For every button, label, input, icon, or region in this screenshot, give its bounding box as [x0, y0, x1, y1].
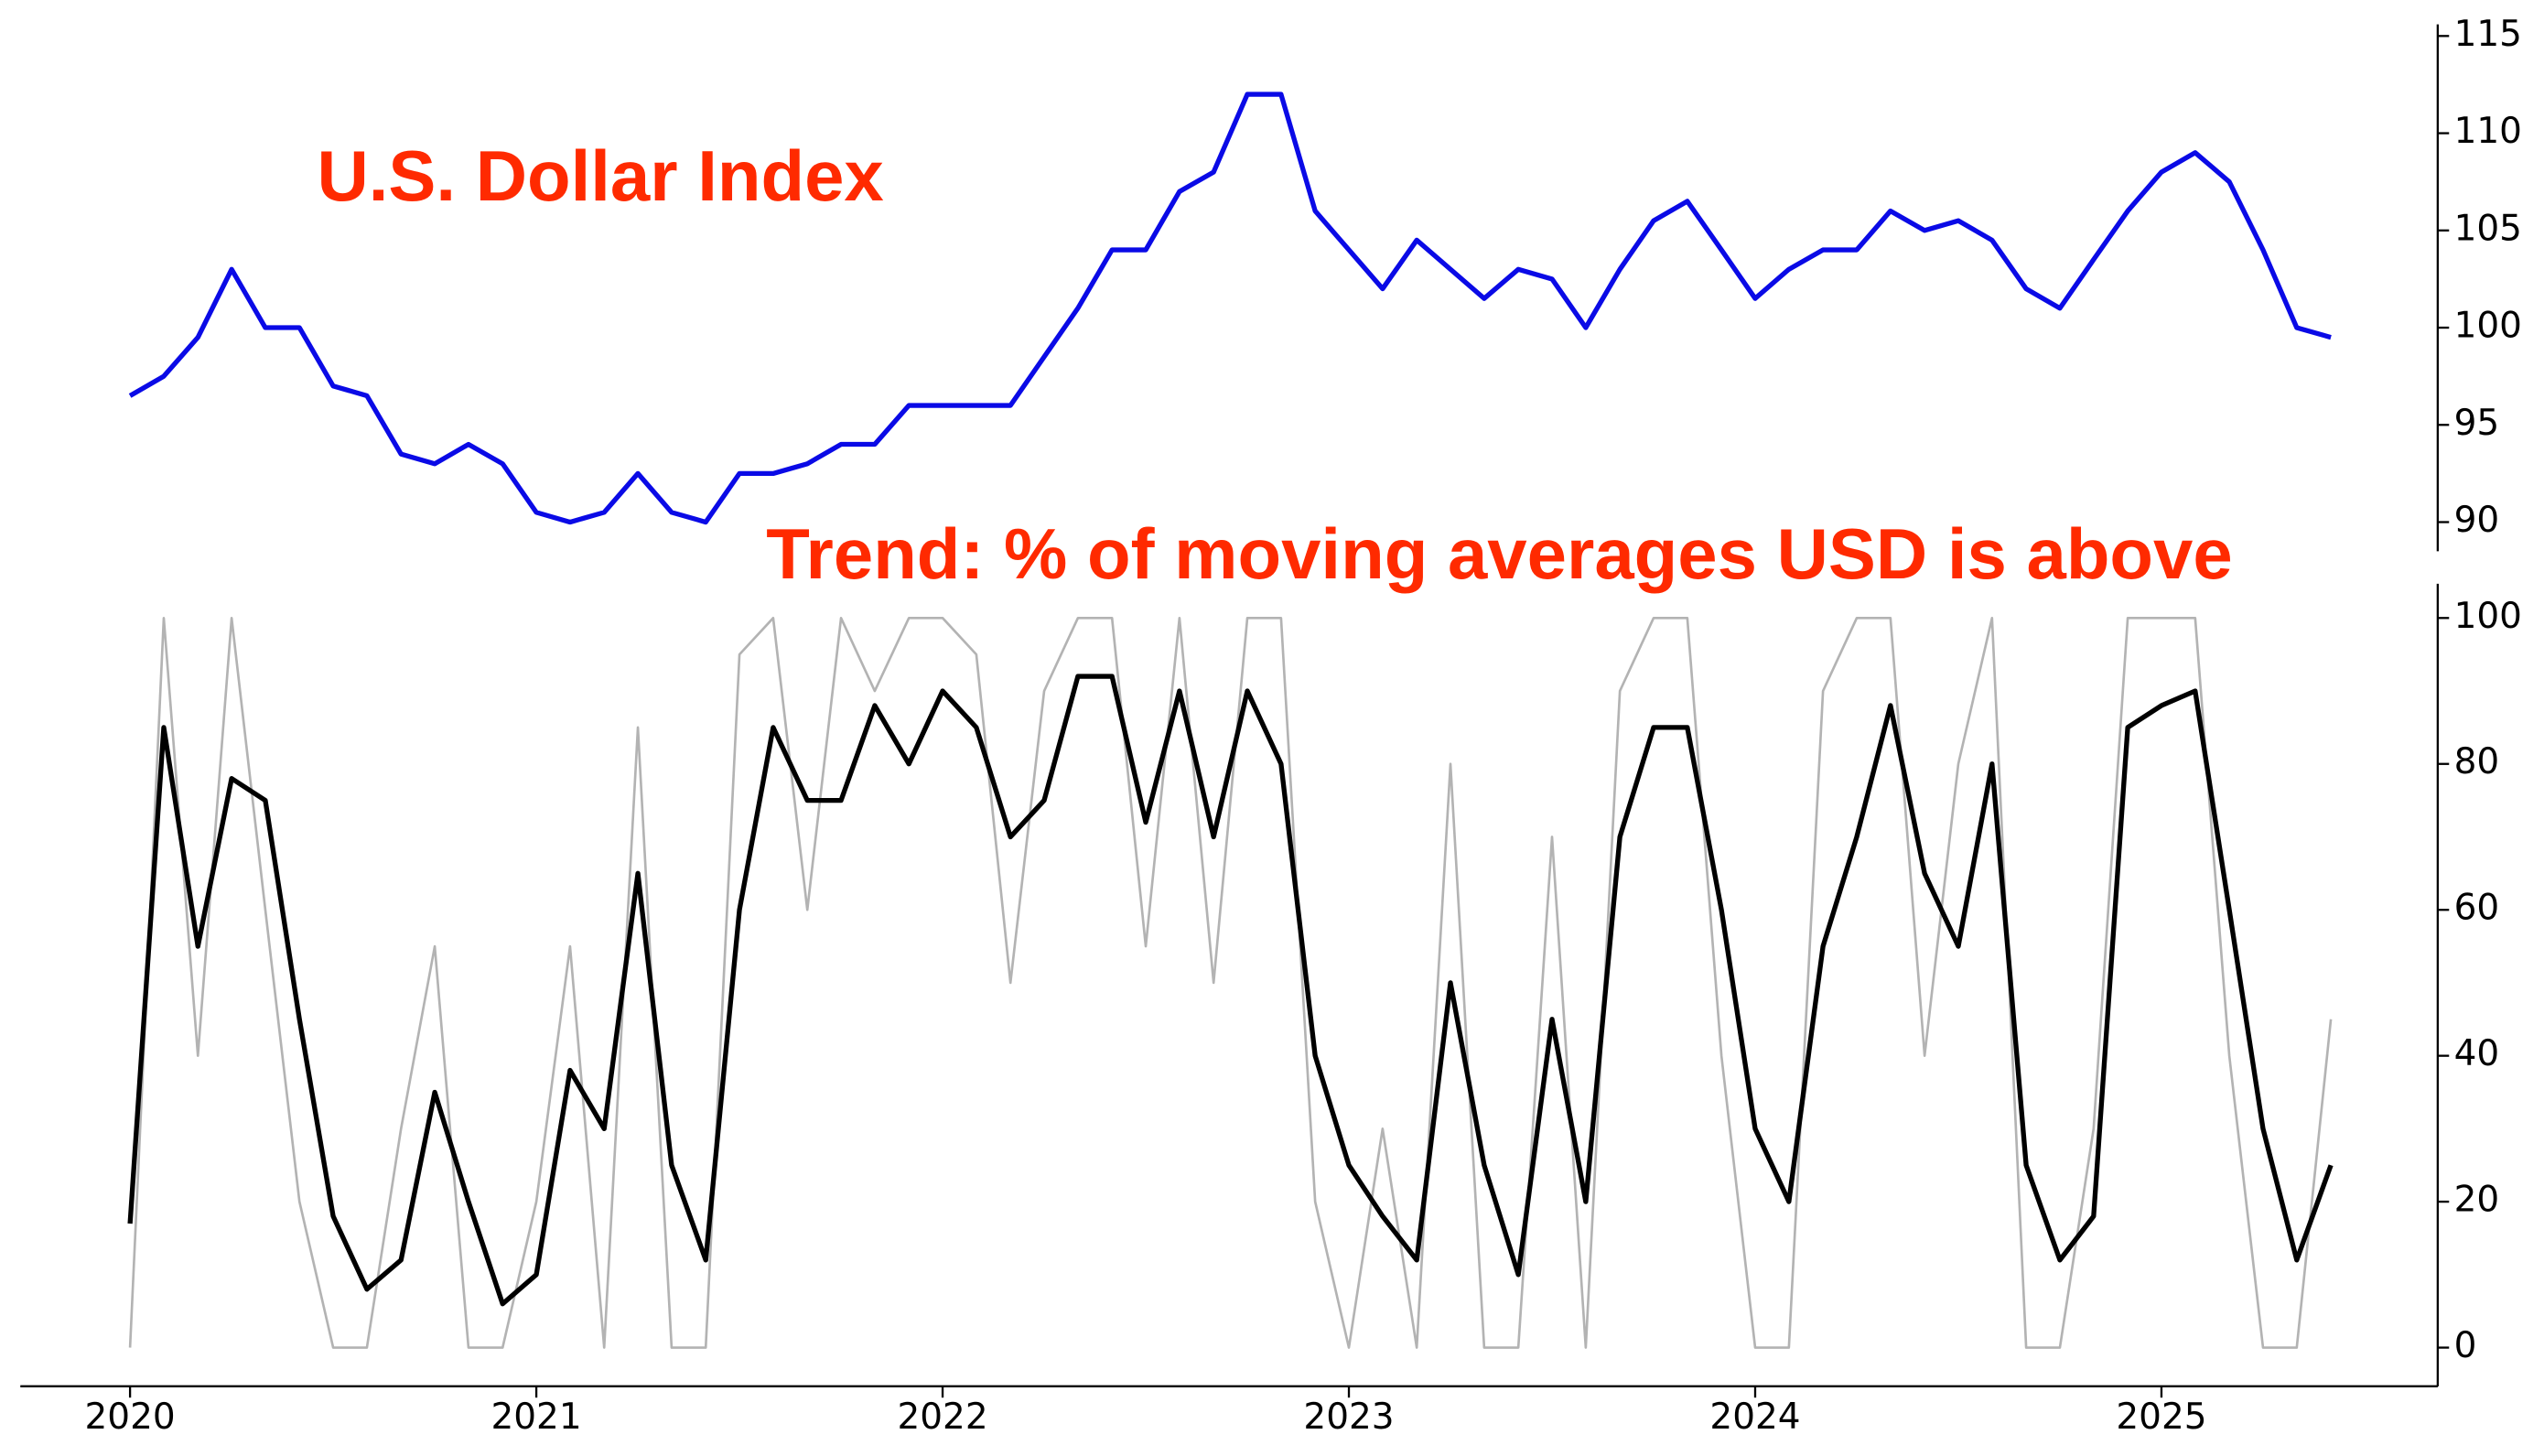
- chart-title: U.S. Dollar Index: [317, 135, 883, 216]
- y-tick-label: 90: [2454, 500, 2500, 541]
- y-tick-label: 20: [2454, 1180, 2500, 1221]
- x-tick-label: 2024: [1709, 1397, 1800, 1438]
- y-tick-label: 40: [2454, 1033, 2500, 1074]
- y-tick-label: 80: [2454, 741, 2500, 782]
- y-tick-label: 100: [2454, 596, 2522, 637]
- y-tick-label: 95: [2454, 403, 2500, 444]
- y-tick-label: 105: [2454, 208, 2522, 249]
- x-tick-label: 2022: [897, 1397, 987, 1438]
- x-tick-label: 2021: [490, 1397, 581, 1438]
- y-tick-label: 0: [2454, 1325, 2477, 1366]
- x-tick-label: 2020: [85, 1397, 176, 1438]
- chart-title: Trend: % of moving averages USD is above: [766, 513, 2233, 594]
- line-series: [127, 674, 2334, 1307]
- y-tick-label: 110: [2454, 111, 2522, 152]
- y-tick-label: 115: [2454, 14, 2522, 55]
- y-tick-label: 100: [2454, 306, 2522, 347]
- x-tick-label: 2023: [1303, 1397, 1394, 1438]
- x-tick-label: 2025: [2116, 1397, 2206, 1438]
- line-series: [128, 616, 2333, 1349]
- line-series: [128, 92, 2332, 525]
- y-tick-label: 60: [2454, 888, 2500, 929]
